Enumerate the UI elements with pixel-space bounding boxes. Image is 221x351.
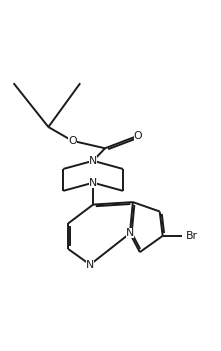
Text: N: N bbox=[126, 229, 134, 238]
Text: N: N bbox=[86, 260, 94, 270]
Text: N: N bbox=[89, 156, 97, 166]
Text: N: N bbox=[89, 178, 97, 188]
Text: O: O bbox=[68, 136, 76, 146]
Text: O: O bbox=[133, 131, 142, 141]
Text: Br: Br bbox=[186, 231, 198, 241]
